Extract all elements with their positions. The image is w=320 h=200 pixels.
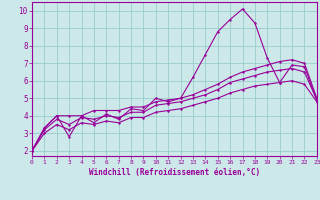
X-axis label: Windchill (Refroidissement éolien,°C): Windchill (Refroidissement éolien,°C)	[89, 168, 260, 177]
